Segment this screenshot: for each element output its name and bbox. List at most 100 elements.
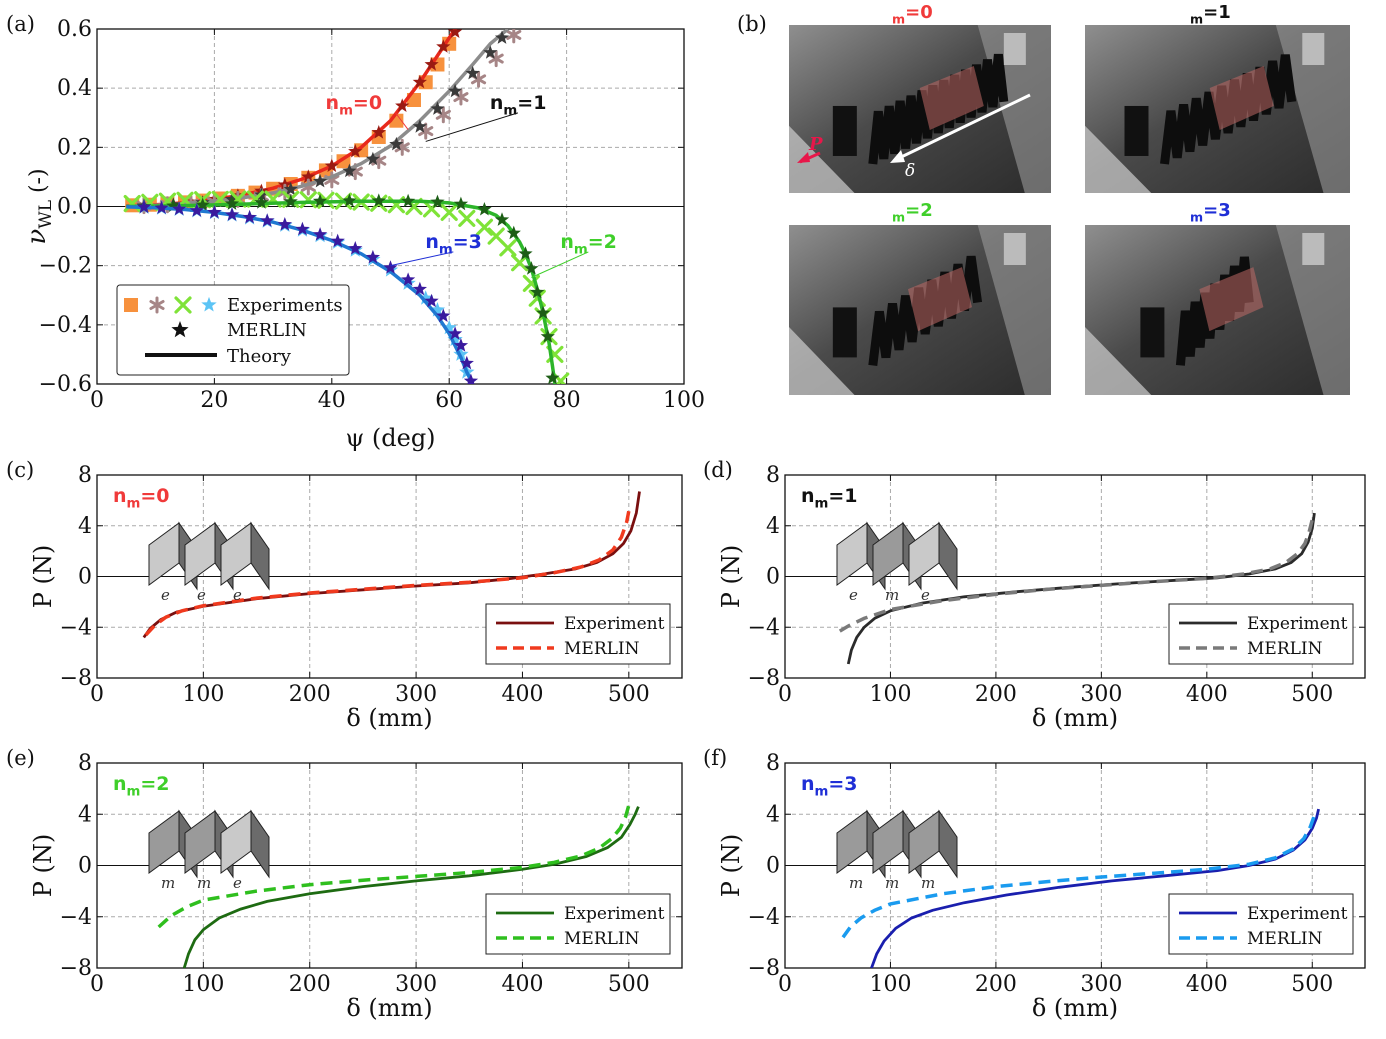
photo-table-edge [1085, 327, 1152, 395]
y-tick-label: −4 [60, 615, 92, 640]
case-eq: =3 [1203, 200, 1231, 221]
merlin-star [536, 305, 551, 320]
legend-theory: Theory [227, 346, 292, 367]
y-axis-label: P (N) [717, 545, 745, 609]
case-sub: m [892, 209, 905, 224]
case-sub: m [1190, 11, 1203, 26]
y-tick-label: 8 [78, 751, 92, 776]
y-tick-label: −0.2 [39, 254, 92, 279]
x-tick-label: 500 [608, 972, 650, 997]
case-eq: =2 [905, 200, 933, 221]
x-axis-label: ψ (deg) [345, 424, 435, 452]
series-merlin [841, 814, 1317, 939]
y-tick-label: 4 [766, 514, 780, 539]
icon-face-left [220, 810, 252, 874]
panel-b: (b) m=0 m=1m=2 m=3Pδ [737, 2, 1350, 395]
merlin-star [324, 158, 339, 172]
x-tick-label: 300 [1080, 972, 1122, 997]
panel-letter: (a) [6, 12, 35, 36]
y-tick-label: −4 [748, 615, 780, 640]
exp-marker-asterisk [149, 296, 165, 314]
merlin-star [254, 195, 269, 209]
exp-marker-cross [299, 191, 317, 209]
merlin-star [371, 125, 386, 139]
photo-rail [1275, 25, 1350, 193]
merlin-star [260, 213, 275, 227]
x-tick-label: 100 [663, 388, 705, 413]
exp-marker-asterisk [506, 29, 522, 44]
case-eq: =0 [353, 92, 382, 114]
x-tick-label: 0 [778, 972, 792, 997]
y-tick-label: 4 [766, 802, 780, 827]
panel-letter: (e) [6, 746, 35, 770]
merlin-star [477, 202, 492, 216]
merlin-star [348, 241, 363, 255]
legend: Experiment MERLIN [1168, 603, 1354, 665]
grip-left [1124, 105, 1149, 156]
case-base: n [560, 231, 574, 253]
merlin-star [195, 197, 210, 212]
load-label: P [808, 134, 823, 155]
icon-face-left [148, 522, 180, 586]
icon-face-left [148, 810, 180, 874]
grip-right [1003, 33, 1026, 65]
merlin-star [506, 225, 521, 240]
case-eq: =3 [828, 773, 857, 795]
origami-sheet [1160, 54, 1297, 165]
theory-line [126, 29, 510, 208]
grip-left [1140, 307, 1165, 358]
x-tick-label: 80 [553, 388, 581, 413]
y-tick-label: 0.2 [57, 135, 92, 160]
y-tick-label: −8 [60, 956, 92, 981]
case-sub: m [574, 243, 588, 258]
case-sub: m [815, 497, 829, 512]
merlin-star [463, 373, 479, 384]
y-tick-label: 8 [766, 463, 780, 488]
y-tick-label: 0 [766, 854, 780, 879]
y-tick-label: −4 [60, 905, 92, 930]
merlin-star [383, 260, 398, 274]
legend-box [485, 603, 671, 665]
grip-right [1003, 233, 1026, 265]
merlin-star [436, 39, 451, 53]
case-eq: =0 [140, 485, 169, 507]
case-sub: m [127, 497, 141, 512]
x-tick-label: 200 [975, 972, 1017, 997]
x-tick-label: 0 [90, 972, 104, 997]
annotation-leader [531, 251, 589, 278]
x-axis-label: δ (mm) [1032, 994, 1118, 1022]
merlin-star [447, 83, 463, 98]
photo-caption-1: m=1 [1190, 2, 1231, 26]
merlin-star [389, 136, 404, 151]
series-n_m-3 [126, 199, 479, 384]
photo-caption-0: m=0 [892, 2, 933, 26]
merlin-star [365, 249, 380, 264]
merlin-star [312, 173, 328, 188]
merlin-star [166, 198, 181, 212]
photo-1 [1085, 25, 1350, 193]
case-sub: m [439, 243, 453, 258]
x-tick-label: 200 [289, 682, 331, 707]
merlin-star [312, 227, 328, 241]
exp-marker-cross [511, 254, 529, 272]
icon-face-left [908, 810, 940, 874]
plot-frame [96, 474, 683, 679]
legend-entry: Experiment [1247, 614, 1348, 634]
exp-marker-cross [458, 209, 476, 227]
x-tick-label: 300 [395, 682, 437, 707]
x-axis-label: δ (mm) [1032, 704, 1118, 732]
y-tick-label: 8 [78, 463, 92, 488]
photo-table-edge [789, 327, 855, 395]
y-tick-label: −0.4 [39, 313, 92, 338]
icon-face-left [908, 522, 940, 586]
annotation-n_m-3: nm=3 [425, 231, 482, 258]
merlin-star [459, 355, 474, 370]
plot-area [123, 29, 570, 384]
legend-entry: Experiment [1247, 904, 1348, 924]
x-tick-label: 0 [90, 682, 104, 707]
y-axis-label: νWL (-) [22, 168, 56, 244]
highlighted-cell [919, 65, 984, 130]
crease-letter: e [233, 586, 242, 604]
